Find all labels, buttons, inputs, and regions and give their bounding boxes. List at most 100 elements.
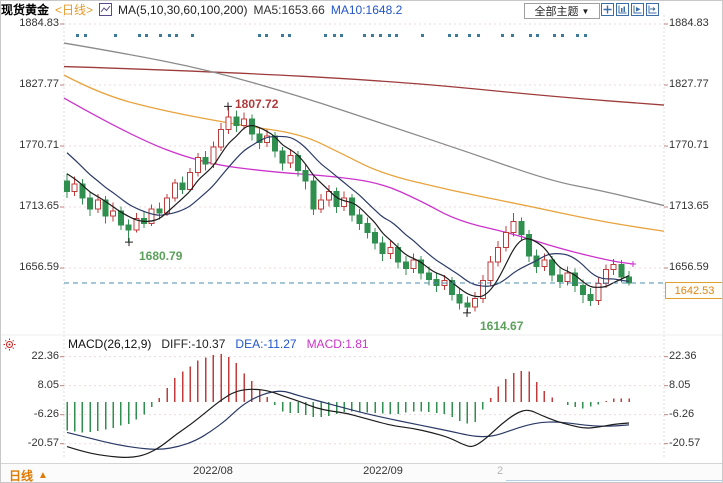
candle-body: [387, 246, 394, 255]
event-marker-dot: [159, 34, 162, 37]
bottom-scroll-line: [506, 480, 722, 481]
candle-body: [264, 135, 271, 143]
candle-body: [202, 156, 209, 165]
indicator-settings-icon[interactable]: [3, 338, 16, 351]
candle-body: [233, 116, 240, 126]
candle-body: [425, 272, 432, 280]
event-marker-dot: [511, 34, 514, 37]
period-tag: <日线>: [55, 3, 94, 17]
candle-body: [433, 278, 440, 287]
bottom-bar: [1, 463, 722, 482]
period-toggle-button[interactable]: 日线 ▲: [9, 467, 48, 483]
ma5-line: [66, 124, 630, 298]
crosshair-icon[interactable]: [601, 3, 614, 16]
mini-chart-icon[interactable]: [99, 3, 113, 16]
candle-body: [302, 169, 309, 182]
event-marker-dot: [76, 34, 79, 37]
event-marker-dot: [388, 34, 391, 37]
candle-body: [495, 246, 502, 263]
candle-body: [579, 285, 586, 295]
candle-body: [464, 302, 471, 308]
candle-body: [117, 210, 124, 226]
extreme-cross-marker: [463, 308, 471, 317]
event-marker-dot: [324, 34, 327, 37]
ma100-line: [63, 42, 665, 207]
axis-shift-icon[interactable]: [646, 3, 659, 16]
candle-body: [94, 199, 101, 210]
candle-body: [341, 197, 348, 208]
macd-diff-value: DIFF:-10.37: [161, 337, 226, 351]
event-marker-dot: [281, 34, 284, 37]
candle-body: [187, 171, 194, 191]
macd-header: MACD(26,12,9) DIFF:-10.37 DEA:-11.27 MAC…: [68, 337, 369, 351]
candle-body: [449, 279, 455, 295]
x-axis-date-label: 2: [496, 465, 504, 477]
candle-body: [379, 242, 386, 255]
candle-body: [549, 259, 556, 276]
event-marker-dot: [333, 34, 336, 37]
extreme-cross-marker: [125, 238, 133, 247]
event-marker-dot: [584, 34, 587, 37]
event-marker-dot: [477, 34, 480, 37]
candle-body: [71, 183, 78, 193]
event-marker-dot: [265, 34, 268, 37]
event-marker-dot: [455, 34, 458, 37]
candle-body: [325, 191, 332, 201]
x-axis-date-label: 2022/09: [363, 465, 403, 477]
triangle-up-icon: ▲: [38, 470, 48, 481]
event-marker-dot: [468, 34, 471, 37]
candle-body: [79, 183, 86, 199]
event-marker-dot: [114, 34, 117, 37]
event-marker-dot: [536, 34, 539, 37]
candle-body: [402, 261, 409, 270]
candle-body: [372, 231, 378, 244]
ma200-line: [63, 65, 665, 106]
candle-body: [418, 259, 425, 274]
candle-body: [526, 233, 532, 257]
symbol-name: 现货黄金: [1, 3, 50, 17]
event-marker-dot: [553, 34, 556, 37]
event-marker-dot: [561, 34, 564, 37]
candle-body: [456, 293, 463, 304]
candle-body: [587, 293, 594, 302]
candle-body: [556, 274, 563, 282]
candle-body: [133, 217, 140, 231]
axis-zoom-icon[interactable]: [616, 3, 629, 16]
candle-body: [333, 191, 340, 208]
macd-dea-value: DEA:-11.27: [235, 337, 297, 351]
theme-dropdown-label: 全部主题: [534, 6, 579, 18]
period-toggle-label: 日线: [9, 469, 34, 483]
theme-dropdown[interactable]: 全部主题 ▼: [524, 3, 600, 19]
extreme-cross-marker: [224, 102, 232, 111]
event-marker-dot: [258, 34, 261, 37]
candle-body: [502, 231, 509, 248]
ma10-value: MA10:1648.2: [330, 2, 403, 17]
candle-body: [626, 276, 633, 284]
candle-body: [618, 263, 625, 278]
candle-body: [310, 180, 317, 210]
chevron-down-icon: ▼: [581, 6, 590, 16]
candle-body: [248, 118, 255, 135]
candle-body: [410, 259, 417, 270]
candle-body: [541, 259, 548, 267]
candle-body: [610, 263, 617, 271]
event-marker-dot: [529, 34, 532, 37]
candle-body: [225, 116, 232, 131]
candle-body: [479, 279, 486, 300]
candle-body: [518, 221, 525, 235]
candle-body: [356, 214, 363, 225]
candle-body: [256, 133, 263, 143]
candle-body: [279, 150, 286, 164]
axis-play-icon[interactable]: [631, 3, 644, 16]
candle-body: [487, 261, 494, 281]
macd-title: MACD(26,12,9): [68, 337, 152, 351]
ma-settings-label: MA(5,10,30,60,100,200): [118, 2, 248, 17]
event-marker-dot: [501, 34, 504, 37]
macd-macd-value: MACD:1.81: [306, 337, 369, 351]
ma60-line: [63, 74, 665, 232]
candle-body: [102, 199, 109, 217]
current-price-tag: 1642.53: [665, 282, 722, 299]
event-marker-dot: [168, 34, 171, 37]
